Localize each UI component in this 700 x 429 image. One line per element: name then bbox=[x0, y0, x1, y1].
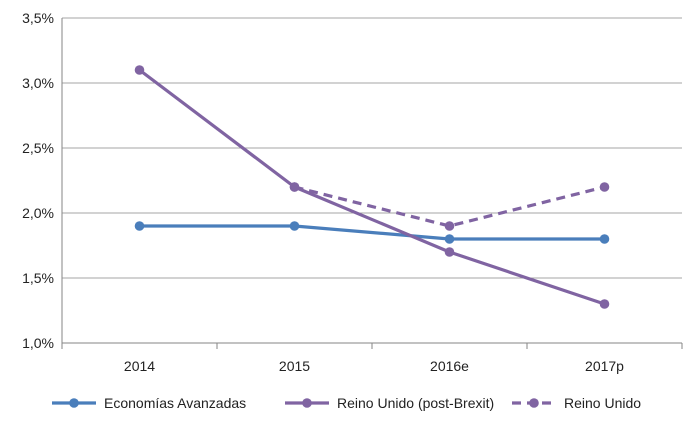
series-line bbox=[138, 68, 606, 306]
data-point bbox=[134, 65, 145, 75]
legend-label: Reino Unido bbox=[564, 395, 641, 411]
data-point bbox=[289, 182, 300, 192]
x-tick-labels: 2014 2015 2016e 2017p bbox=[124, 358, 624, 374]
data-point bbox=[444, 221, 455, 231]
y-tick-label: 1,5% bbox=[22, 270, 54, 286]
legend-swatch-marker bbox=[302, 398, 312, 408]
data-point bbox=[599, 234, 610, 244]
grid-lines bbox=[62, 17, 682, 279]
data-point bbox=[599, 182, 610, 192]
y-tick-labels: 1,0% 1,5% 2,0% 2,5% 3,0% 3,5% bbox=[22, 10, 54, 351]
x-tick-label: 2014 bbox=[124, 358, 155, 374]
legend-label: Reino Unido (post-Brexit) bbox=[337, 395, 494, 411]
y-tick-label: 3,5% bbox=[22, 10, 54, 26]
legend: Economías Avanzadas Reino Unido (post-Bre… bbox=[52, 395, 641, 411]
legend-swatch-marker bbox=[69, 398, 79, 408]
series-line bbox=[139, 224, 605, 241]
x-tick-label: 2015 bbox=[279, 358, 310, 374]
data-point bbox=[289, 221, 300, 231]
legend-swatch-marker bbox=[529, 398, 539, 408]
data-point bbox=[599, 299, 610, 309]
data-point bbox=[134, 221, 145, 231]
data-point bbox=[444, 234, 455, 244]
y-tick-label: 3,0% bbox=[22, 75, 54, 91]
x-tick-label: 2016e bbox=[430, 358, 469, 374]
axes bbox=[61, 18, 683, 349]
legend-label: Economías Avanzadas bbox=[104, 395, 246, 411]
y-tick-label: 2,5% bbox=[22, 140, 54, 156]
data-point bbox=[444, 247, 455, 257]
x-tick-label: 2017p bbox=[585, 358, 624, 374]
series-lines bbox=[134, 65, 610, 309]
y-tick-label: 1,0% bbox=[22, 335, 54, 351]
y-tick-label: 2,0% bbox=[22, 205, 54, 221]
series-line bbox=[294, 185, 605, 228]
